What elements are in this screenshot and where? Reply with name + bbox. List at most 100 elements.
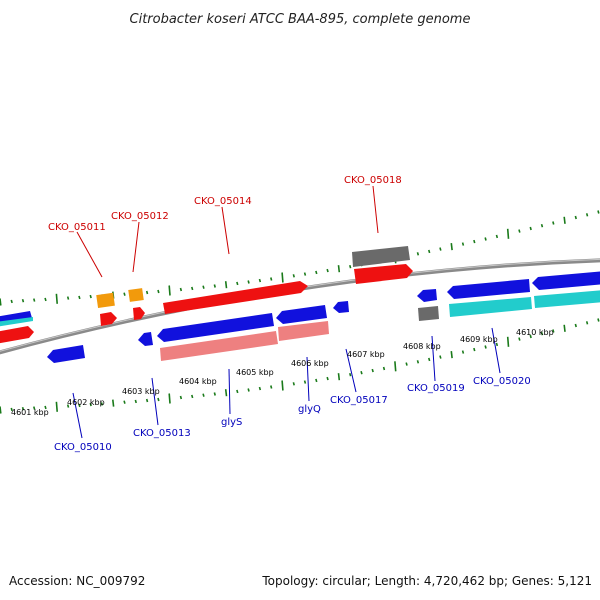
- cds-feature[interactable]: [352, 246, 410, 267]
- tick-mark: [303, 272, 307, 276]
- tick-mark: [145, 398, 149, 403]
- cds-feature[interactable]: [0, 311, 32, 323]
- cds-feature[interactable]: [138, 332, 153, 346]
- tick-mark: [450, 351, 453, 359]
- tick-mark: [416, 252, 420, 256]
- cds-feature[interactable]: [354, 264, 413, 284]
- cds-feature[interactable]: [128, 288, 144, 302]
- tick-mark: [224, 389, 228, 397]
- tick-mark: [213, 284, 216, 288]
- tick-mark: [66, 404, 70, 408]
- gene-label[interactable]: glyQ: [298, 404, 321, 415]
- tick-mark: [315, 378, 318, 383]
- gene-label[interactable]: CKO_05018: [344, 175, 402, 186]
- tick-mark: [168, 393, 171, 404]
- tick-mark: [191, 286, 194, 291]
- tick-mark: [382, 366, 386, 371]
- tick-mark: [236, 389, 239, 394]
- tick-mark: [484, 345, 487, 349]
- tick-mark: [326, 268, 329, 273]
- gene-label[interactable]: CKO_05020: [473, 376, 531, 387]
- label-leaders: [72, 185, 501, 439]
- tick-mark: [540, 331, 544, 336]
- tick-mark: [33, 298, 36, 302]
- leader-line: [491, 327, 501, 374]
- tick-mark: [247, 388, 250, 392]
- gene-label[interactable]: CKO_05010: [54, 442, 112, 453]
- tick-mark: [450, 243, 453, 251]
- cds-feature[interactable]: [100, 312, 117, 326]
- gene-label[interactable]: CKO_05011: [48, 222, 106, 233]
- tick-mark: [21, 406, 25, 411]
- tick-mark: [191, 394, 194, 399]
- tick-mark: [326, 376, 329, 381]
- cds-feature[interactable]: [163, 281, 308, 314]
- tick-mark: [100, 402, 104, 406]
- cds-feature[interactable]: [417, 289, 437, 302]
- cds-feature[interactable]: [278, 321, 329, 341]
- leader-line: [72, 392, 83, 439]
- cds-feature[interactable]: [160, 331, 278, 361]
- kbp-label: 4605 kbp: [236, 368, 274, 377]
- kbp-label: 4606 kbp: [291, 359, 329, 368]
- cds-feature[interactable]: [418, 306, 439, 321]
- tick-mark: [157, 397, 160, 402]
- tick-mark: [292, 274, 295, 278]
- cds-feature[interactable]: [333, 301, 349, 313]
- cds-feature[interactable]: [47, 345, 85, 363]
- leader-line: [228, 368, 231, 415]
- tick-mark: [134, 399, 137, 404]
- leader-line: [76, 231, 103, 278]
- gene-label[interactable]: CKO_05012: [111, 211, 169, 222]
- tick-mark: [371, 368, 374, 373]
- cds-feature[interactable]: [0, 317, 33, 327]
- accession-text: Accession: NC_009792: [9, 574, 146, 588]
- kbp-label: 4603 kbp: [122, 387, 160, 396]
- tick-mark: [281, 380, 284, 391]
- tick-mark: [10, 407, 13, 412]
- tick-mark: [145, 290, 149, 295]
- gene-label[interactable]: glyS: [221, 417, 242, 428]
- tick-mark: [337, 265, 341, 273]
- cds-feature[interactable]: [534, 290, 600, 308]
- cds-feature[interactable]: [0, 326, 34, 344]
- cds-feature[interactable]: [532, 271, 600, 290]
- tick-mark: [315, 270, 318, 275]
- tick-mark: [529, 334, 532, 339]
- gene-label[interactable]: CKO_05017: [330, 395, 388, 406]
- inner-tick-ring: [0, 318, 600, 414]
- cds-feature[interactable]: [157, 313, 274, 342]
- cds-feature[interactable]: [276, 305, 327, 324]
- feature-track-outer: [0, 246, 413, 344]
- gene-label[interactable]: CKO_05014: [194, 196, 252, 207]
- cds-feature[interactable]: [449, 297, 532, 317]
- tick-mark: [0, 298, 2, 306]
- cds-feature[interactable]: [96, 292, 115, 309]
- tick-mark: [540, 223, 544, 228]
- tick-mark: [394, 361, 397, 372]
- tick-mark: [495, 234, 499, 239]
- tick-mark: [179, 287, 183, 292]
- tick-mark: [495, 342, 499, 347]
- tick-mark: [337, 373, 341, 381]
- gene-label[interactable]: CKO_05013: [133, 428, 191, 439]
- leader-line: [306, 356, 310, 402]
- tick-mark: [202, 393, 205, 397]
- cds-feature[interactable]: [133, 307, 145, 320]
- tick-mark: [55, 401, 58, 412]
- leader-line: [221, 206, 230, 255]
- tick-mark: [258, 278, 262, 283]
- tick-mark: [292, 382, 295, 386]
- cds-feature[interactable]: [447, 279, 530, 299]
- leader-line: [132, 221, 140, 273]
- leader-line: [151, 377, 159, 426]
- tick-mark: [157, 289, 160, 294]
- tick-mark: [585, 321, 589, 325]
- kbp-label: 4610 kbp: [516, 328, 554, 337]
- tick-mark: [461, 350, 465, 354]
- kbp-label: 4607 kbp: [347, 350, 385, 359]
- tick-mark: [55, 293, 58, 304]
- gene-label[interactable]: CKO_05019: [407, 383, 465, 394]
- kbp-label: 4604 kbp: [179, 377, 217, 386]
- tick-mark: [360, 370, 363, 375]
